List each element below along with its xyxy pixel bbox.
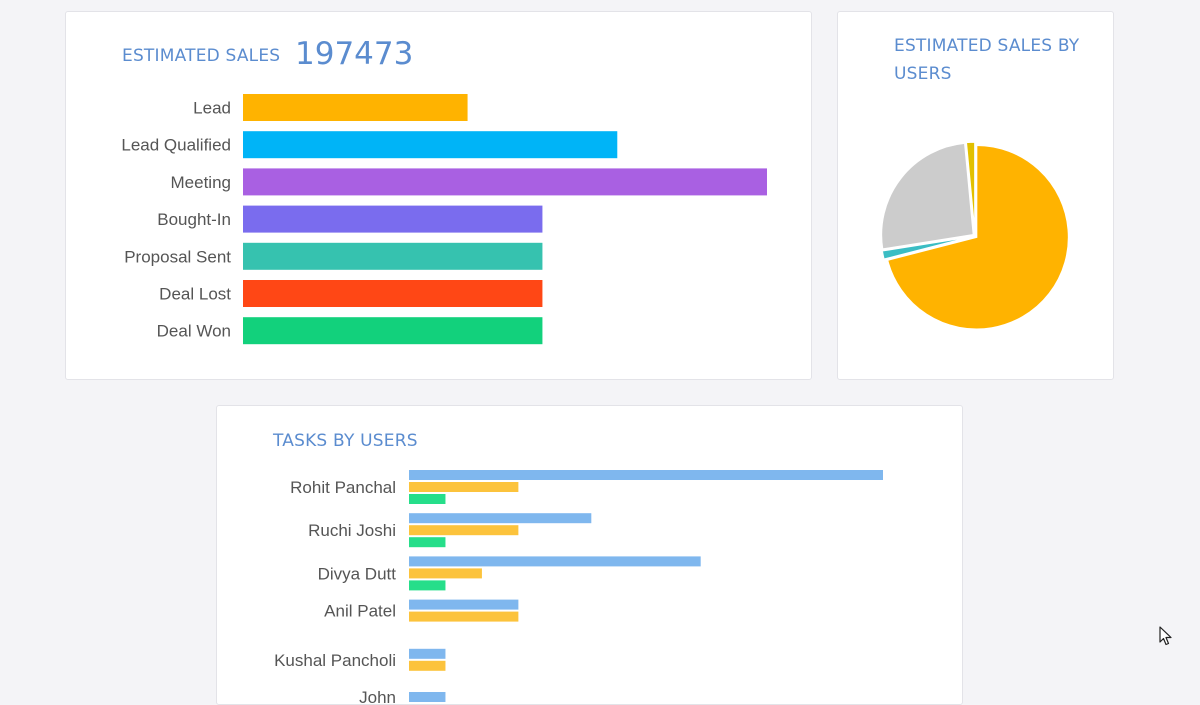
sales-by-users-title-line2: USERS [894, 64, 952, 84]
task-bar-john-series-1[interactable] [409, 692, 446, 702]
tasks-by-users-card: TASKS BY USERS Rohit Panchal Ruchi Joshi D… [216, 405, 963, 705]
task-bar-divya-dutt-series-3[interactable] [409, 580, 446, 591]
task-bar-kushal-pancholi-series-1[interactable] [409, 648, 446, 659]
stage-bar-bought-in[interactable] [243, 205, 543, 233]
task-user-label-divya-dutt: Divya Dutt [318, 564, 397, 583]
task-bar-anil-patel-series-2[interactable] [409, 611, 519, 622]
task-bar-ruchi-joshi-series-3[interactable] [409, 537, 446, 548]
task-bar-rohit-panchal-series-2[interactable] [409, 482, 519, 492]
pie-slice-4[interactable] [965, 141, 976, 235]
task-user-label-kushal-pancholi: Kushal Pancholi [274, 651, 396, 670]
task-bar-anil-patel-series-1[interactable] [409, 599, 519, 610]
task-bar-ruchi-joshi-series-2[interactable] [409, 525, 519, 536]
stage-label-lead: Lead [193, 99, 231, 118]
task-bar-rohit-panchal-series-1[interactable] [409, 470, 883, 480]
task-bar-ruchi-joshi-series-1[interactable] [409, 513, 592, 524]
stage-label-bought-in: Bought-In [157, 210, 231, 229]
task-bar-divya-dutt-series-2[interactable] [409, 568, 482, 579]
pie-slice-1[interactable] [886, 144, 1070, 330]
stage-bar-lead-qualified[interactable] [243, 131, 618, 159]
estimated-sales-card: ESTIMATED SALES 197473 Lead Lead Qualifie… [65, 11, 812, 380]
stage-label-deal-won: Deal Won [157, 322, 231, 341]
pie-slice-3[interactable] [880, 142, 975, 251]
stage-bar-lead[interactable] [243, 94, 468, 121]
task-bar-kushal-pancholi-series-2[interactable] [409, 660, 446, 671]
tasks-bar-chart: Rohit Panchal Ruchi Joshi Divya Dutt Anil P… [274, 470, 883, 704]
mouse-cursor-icon [1159, 626, 1172, 646]
estimated-sales-total: 197473 [295, 36, 414, 72]
task-bar-divya-dutt-series-1[interactable] [409, 556, 701, 567]
tasks-by-users-title: TASKS BY USERS [273, 431, 418, 451]
stage-label-proposal-sent: Proposal Sent [124, 247, 231, 266]
stage-label-lead-qualified: Lead Qualified [121, 136, 231, 155]
sales-by-users-pie-chart [880, 141, 1070, 330]
stage-label-meeting: Meeting [171, 173, 231, 192]
pie-slice-2[interactable] [881, 235, 974, 261]
stage-label-deal-lost: Deal Lost [159, 285, 231, 304]
stage-bar-deal-won[interactable] [243, 317, 543, 345]
sales-by-users-card: ESTIMATED SALES BY USERS [837, 11, 1114, 380]
task-user-label-ruchi-joshi: Ruchi Joshi [308, 521, 396, 540]
stage-bar-deal-lost[interactable] [243, 280, 543, 307]
task-user-label-rohit-panchal: Rohit Panchal [290, 478, 396, 497]
sales-by-users-title-line1: ESTIMATED SALES BY [894, 36, 1080, 56]
stage-bar-meeting[interactable] [243, 168, 767, 196]
task-user-label-john: John [359, 688, 396, 704]
stage-bar-chart: Lead Lead Qualified Meeting Bought-In Propos… [121, 94, 767, 345]
estimated-sales-title: ESTIMATED SALES [122, 46, 281, 66]
task-bar-rohit-panchal-series-3[interactable] [409, 494, 446, 504]
stage-bar-proposal-sent[interactable] [243, 242, 543, 270]
task-user-label-anil-patel: Anil Patel [324, 602, 396, 621]
